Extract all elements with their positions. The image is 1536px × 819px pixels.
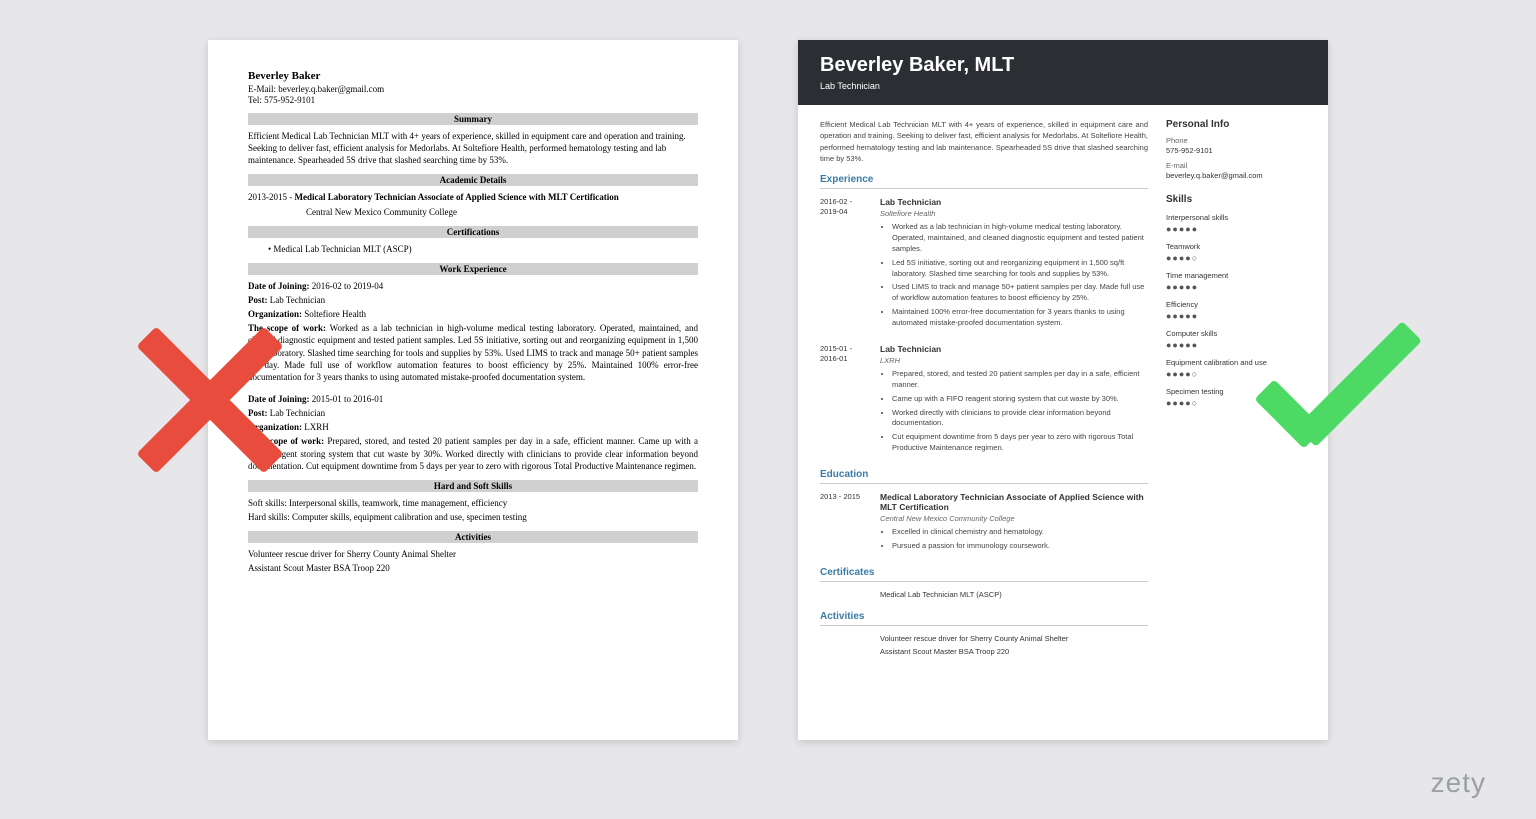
phone-label: Phone <box>1166 136 1306 145</box>
job1-org: Organization: Soltefiore Health <box>248 308 698 320</box>
academic-school: Central New Mexico Community College <box>306 206 698 218</box>
sec-certificates: Certificates <box>820 567 1148 582</box>
sk3: Time management <box>1166 271 1306 280</box>
r2: ●●●●○ <box>1166 253 1306 263</box>
right-act2: Assistant Scout Master BSA Troop 220 <box>880 647 1148 656</box>
academic-line: 2013-2015 - Medical Laboratory Technicia… <box>248 191 698 203</box>
soft-skills: Soft skills: Interpersonal skills, teamw… <box>248 497 698 509</box>
edu-b1: Excelled in clinical chemistry and hemat… <box>892 527 1148 538</box>
job1-post: Post: Lab Technician <box>248 294 698 306</box>
exp1-title: Lab Technician <box>880 197 1148 207</box>
left-act2: Assistant Scout Master BSA Troop 220 <box>248 562 698 574</box>
exp2-org: LXRH <box>880 356 1148 365</box>
email-label: E-mail <box>1166 161 1306 170</box>
act-row: Volunteer rescue driver for Sherry Count… <box>820 634 1148 656</box>
section-cert: Certifications <box>248 226 698 238</box>
zety-logo: zety <box>1431 767 1486 799</box>
exp1-dates: 2016-02 - 2019-04 <box>820 197 868 332</box>
section-summary: Summary <box>248 113 698 125</box>
side-personal-h: Personal Info <box>1166 119 1306 130</box>
r1: ●●●●● <box>1166 224 1306 234</box>
job2-org: Organization: LXRH <box>248 421 698 433</box>
edu-dates: 2013 - 2015 <box>820 492 868 555</box>
left-tel: Tel: 575-952-9101 <box>248 95 698 105</box>
job2-scope: The scope of work: Prepared, stored, and… <box>248 435 698 471</box>
x-mark-icon <box>120 310 300 490</box>
exp2-b4: Cut equipment downtime from 5 days per y… <box>892 432 1148 454</box>
exp2-dates: 2015-01 - 2016-01 <box>820 344 868 457</box>
exp2-title: Lab Technician <box>880 344 1148 354</box>
right-cert1: Medical Lab Technician MLT (ASCP) <box>880 590 1148 599</box>
email-val: beverley.q.baker@gmail.com <box>1166 171 1306 180</box>
exp1-b4: Maintained 100% error-free documentation… <box>892 307 1148 329</box>
left-email: E-Mail: beverley.q.baker@gmail.com <box>248 84 698 94</box>
right-act1: Volunteer rescue driver for Sherry Count… <box>880 634 1148 643</box>
job1-doj: Date of Joining: 2016-02 to 2019-04 <box>248 280 698 292</box>
edu-b2: Pursued a passion for immunology coursew… <box>892 541 1148 552</box>
sec-experience: Experience <box>820 174 1148 189</box>
left-cert: • Medical Lab Technician MLT (ASCP) <box>268 243 698 255</box>
section-work: Work Experience <box>248 263 698 275</box>
job1-scope: The scope of work: Worked as a lab techn… <box>248 322 698 383</box>
r3: ●●●●● <box>1166 282 1306 292</box>
section-academic: Academic Details <box>248 174 698 186</box>
section-activities: Activities <box>248 531 698 543</box>
left-summary-text: Efficient Medical Lab Technician MLT wit… <box>248 130 698 166</box>
right-header: Beverley Baker, MLT Lab Technician <box>798 40 1328 105</box>
phone-val: 575-952-9101 <box>1166 146 1306 155</box>
exp2: 2015-01 - 2016-01 Lab Technician LXRH Pr… <box>820 344 1148 457</box>
right-summary: Efficient Medical Lab Technician MLT wit… <box>820 119 1148 164</box>
sk2: Teamwork <box>1166 242 1306 251</box>
hard-skills: Hard skills: Computer skills, equipment … <box>248 511 698 523</box>
exp2-b2: Came up with a FIFO reagent storing syst… <box>892 394 1148 405</box>
job2-doj: Date of Joining: 2015-01 to 2016-01 <box>248 393 698 405</box>
section-skills: Hard and Soft Skills <box>248 480 698 492</box>
left-name: Beverley Baker <box>248 70 698 82</box>
edu: 2013 - 2015 Medical Laboratory Technicia… <box>820 492 1148 555</box>
right-title: Lab Technician <box>820 81 1306 91</box>
exp1-b1: Worked as a lab technician in high-volum… <box>892 222 1148 255</box>
exp1: 2016-02 - 2019-04 Lab Technician Soltefi… <box>820 197 1148 332</box>
right-name: Beverley Baker, MLT <box>820 54 1306 77</box>
exp2-b1: Prepared, stored, and tested 20 patient … <box>892 369 1148 391</box>
exp1-org: Soltefiore Health <box>880 209 1148 218</box>
cert-row: Medical Lab Technician MLT (ASCP) <box>820 590 1148 599</box>
right-main: Efficient Medical Lab Technician MLT wit… <box>820 119 1148 668</box>
job2-post: Post: Lab Technician <box>248 407 698 419</box>
exp1-b2: Led 5S initiative, sorting out and reorg… <box>892 258 1148 280</box>
sk4: Efficiency <box>1166 300 1306 309</box>
edu-school: Central New Mexico Community College <box>880 514 1148 523</box>
left-act1: Volunteer rescue driver for Sherry Count… <box>248 548 698 560</box>
sec-activities-r: Activities <box>820 611 1148 626</box>
exp1-b3: Used LIMS to track and manage 50+ patien… <box>892 282 1148 304</box>
exp2-b3: Worked directly with clinicians to provi… <box>892 408 1148 430</box>
side-skills-h: Skills <box>1166 194 1306 205</box>
sec-education: Education <box>820 469 1148 484</box>
sk1: Interpersonal skills <box>1166 213 1306 222</box>
edu-title: Medical Laboratory Technician Associate … <box>880 492 1148 512</box>
check-mark-icon <box>1236 310 1436 470</box>
